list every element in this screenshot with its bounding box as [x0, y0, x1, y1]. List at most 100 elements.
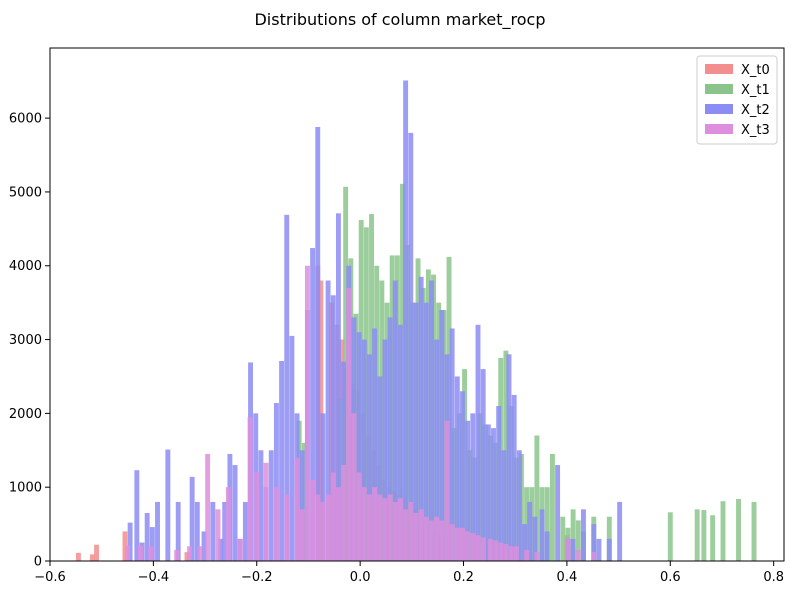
histogram-bar — [289, 335, 295, 561]
histogram-bar — [205, 453, 211, 561]
histogram-bar — [429, 520, 434, 561]
histogram-bar — [544, 531, 550, 561]
histogram-bar — [218, 538, 224, 561]
histogram-bar — [335, 487, 341, 561]
legend: X_t0 X_t1 X_t2 X_t3 — [696, 55, 778, 145]
histogram-bar — [413, 513, 419, 561]
histogram-bar — [575, 520, 581, 561]
histogram-bar — [475, 324, 481, 561]
histogram-bar — [493, 540, 499, 561]
histogram-bar — [325, 494, 331, 561]
histogram-bar — [491, 428, 496, 561]
histogram-bar — [511, 394, 517, 561]
histogram-bar — [75, 552, 81, 561]
plot-frame — [49, 47, 785, 562]
histogram-bar — [294, 457, 300, 561]
histogram-bar — [315, 126, 321, 561]
histogram-bar — [398, 324, 403, 561]
histogram-bar — [418, 509, 424, 561]
histogram-bar — [513, 546, 519, 561]
histogram-bar — [377, 494, 383, 561]
histogram-bar — [487, 538, 493, 561]
histogram-bar — [187, 546, 193, 561]
y-tick-label: 3000 — [9, 333, 42, 348]
y-tick-label: 4000 — [9, 259, 42, 274]
histogram-bar — [273, 403, 279, 561]
histogram-bar — [254, 472, 260, 561]
x-tick-label: 0.8 — [763, 570, 784, 585]
histogram-bar — [284, 214, 290, 561]
histogram-bar — [194, 501, 200, 561]
histogram-bar — [232, 465, 238, 561]
histogram-bar — [372, 487, 378, 561]
legend-swatch — [705, 64, 733, 74]
histogram-bar — [496, 405, 502, 561]
histogram-bar — [403, 80, 409, 561]
histogram-bar — [225, 487, 231, 561]
histogram-bar — [555, 465, 561, 561]
histogram-bar — [560, 516, 566, 561]
histogram-bar — [148, 546, 154, 561]
histogram-bar — [299, 450, 305, 561]
histogram-bar — [346, 287, 352, 561]
histogram-bar — [429, 280, 434, 561]
x-tick-label: 0.0 — [350, 570, 371, 585]
histogram-bar — [532, 516, 538, 561]
histogram-bar — [516, 450, 522, 561]
y-tick-label: 5000 — [9, 185, 42, 200]
histogram-bar — [387, 494, 393, 561]
histogram-bar — [320, 413, 326, 561]
y-tick-label: 0 — [34, 555, 42, 570]
y-tick-label: 2000 — [9, 407, 42, 422]
histogram-bar — [165, 449, 171, 561]
histogram-bar — [387, 317, 393, 561]
histogram-bar — [403, 509, 409, 561]
histogram-bar — [201, 531, 207, 561]
histogram-bar — [215, 509, 221, 561]
histogram-bar — [210, 501, 216, 561]
legend-label: X_t0 — [741, 63, 770, 78]
histogram-bar — [522, 524, 527, 561]
histogram-bar — [423, 516, 429, 561]
histogram-bar — [591, 524, 597, 561]
histogram-bar — [465, 531, 471, 561]
histogram-bar — [175, 501, 181, 561]
histogram-bar — [575, 549, 581, 561]
histogram-bar — [501, 450, 507, 561]
histogram-bar — [366, 354, 372, 561]
histogram-bar — [310, 248, 316, 561]
histogram-bar — [222, 501, 228, 561]
histogram-bar — [701, 510, 707, 561]
histogram-bar — [144, 513, 150, 561]
histogram-bar — [377, 376, 383, 561]
histogram-bar — [122, 531, 128, 561]
x-tick-label: 0.6 — [660, 570, 681, 585]
histogram-bar — [539, 509, 545, 561]
histogram-bar — [544, 487, 550, 561]
histogram-bar — [247, 417, 253, 561]
histogram-bar — [485, 424, 491, 561]
histogram-bar — [751, 501, 757, 561]
histogram-bar — [498, 542, 504, 561]
y-tick-label: 1000 — [9, 481, 42, 496]
histogram-bar — [299, 509, 305, 561]
histogram-bar — [580, 509, 586, 561]
y-axis: 0 1000 2000 3000 4000 5000 6000 — [9, 112, 50, 570]
histogram-bars — [75, 80, 757, 562]
histogram-bar — [503, 544, 509, 561]
histogram-bar — [710, 515, 716, 561]
histogram-bar — [335, 213, 341, 561]
histogram-bar — [89, 554, 95, 561]
histogram-bar — [591, 552, 597, 561]
histogram-bar — [667, 512, 673, 561]
histogram-bar — [694, 509, 700, 561]
histogram-bar — [174, 549, 180, 561]
histogram-bar — [480, 537, 486, 561]
histogram-bar — [273, 487, 279, 561]
x-tick-label: −0.2 — [241, 570, 273, 585]
histogram-bar — [392, 501, 398, 561]
histogram-bar — [434, 516, 440, 561]
histogram-bar — [413, 302, 419, 561]
histogram-bar — [341, 465, 347, 561]
histogram-bar — [444, 420, 450, 561]
